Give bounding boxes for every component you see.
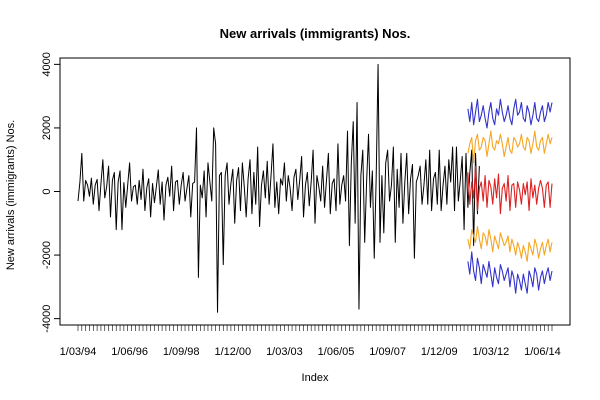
- y-tick-label: -2000: [41, 241, 53, 269]
- x-tick-label: 1/09/07: [369, 346, 406, 358]
- y-tick-label: 0: [41, 188, 53, 194]
- forecast-line: [467, 165, 553, 215]
- interval-80-lower-line: [467, 225, 553, 262]
- x-tick-label: 1/06/14: [524, 346, 561, 358]
- y-tick-label: 2000: [41, 116, 53, 140]
- y-tick-label: 4000: [41, 52, 53, 76]
- x-tick-label: 1/06/96: [111, 346, 148, 358]
- y-tick-label: -4000: [41, 305, 53, 333]
- observed-line: [77, 63, 480, 313]
- x-tick-label: 1/06/05: [318, 346, 355, 358]
- series-layer: [77, 63, 553, 313]
- x-axis: 1/03/94 1/06/96 1/09/98 1/12/00 1/03/03 1/06/…: [60, 325, 561, 358]
- x-tick-label: 1/03/12: [472, 346, 509, 358]
- x-tick-label: 1/12/00: [214, 346, 251, 358]
- x-tick-label: 1/12/09: [421, 346, 458, 358]
- y-axis-label: New arrivals (immigrants) Nos.: [5, 120, 17, 270]
- x-tick-label: 1/03/03: [266, 346, 303, 358]
- x-axis-label: Index: [302, 372, 329, 384]
- chart-title: New arrivals (immigrants) Nos.: [220, 26, 411, 41]
- interval-80-upper-line: [467, 130, 553, 164]
- interval-95-lower-line: [467, 251, 553, 294]
- x-tick-label: 1/09/98: [163, 346, 200, 358]
- interval-95-upper-line: [467, 98, 553, 129]
- y-axis: -4000 -2000 0 2000 4000: [41, 52, 60, 333]
- x-tick-label: 1/03/94: [60, 346, 97, 358]
